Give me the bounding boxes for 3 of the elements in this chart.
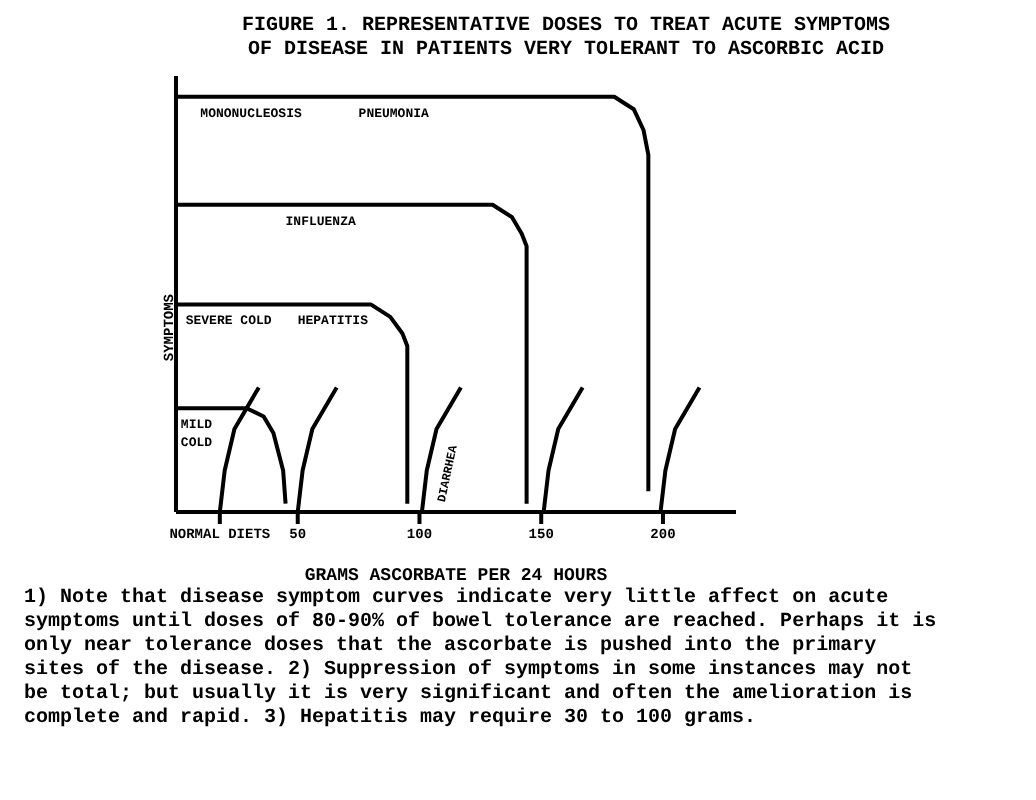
chart-title: FIGURE 1. REPRESENTATIVE DOSES TO TREAT ACUTE SYMPTOMS OF DISEASE IN PATIENTS VERY TOLERANT TO ASCORBIC ACID [239, 16, 893, 64]
x-axis-title: GRAMS ASCORBATE PER 24 HOURS [304, 566, 609, 586]
text: 1) Note that disease symptom curves indicate very little affect on acute symptoms until doses of 80-90% of bowel tolerance are reached. Perhaps it is only near tolerance doses that the ascorbate is pushed into the primary sites of the disease. 2) Suppression of symptoms in some instances may not be total; but usually it is very significant and often the amelioration is complete and rapid. 3) Hepatitis may require 30 to 100 grams. [24, 588, 939, 732]
